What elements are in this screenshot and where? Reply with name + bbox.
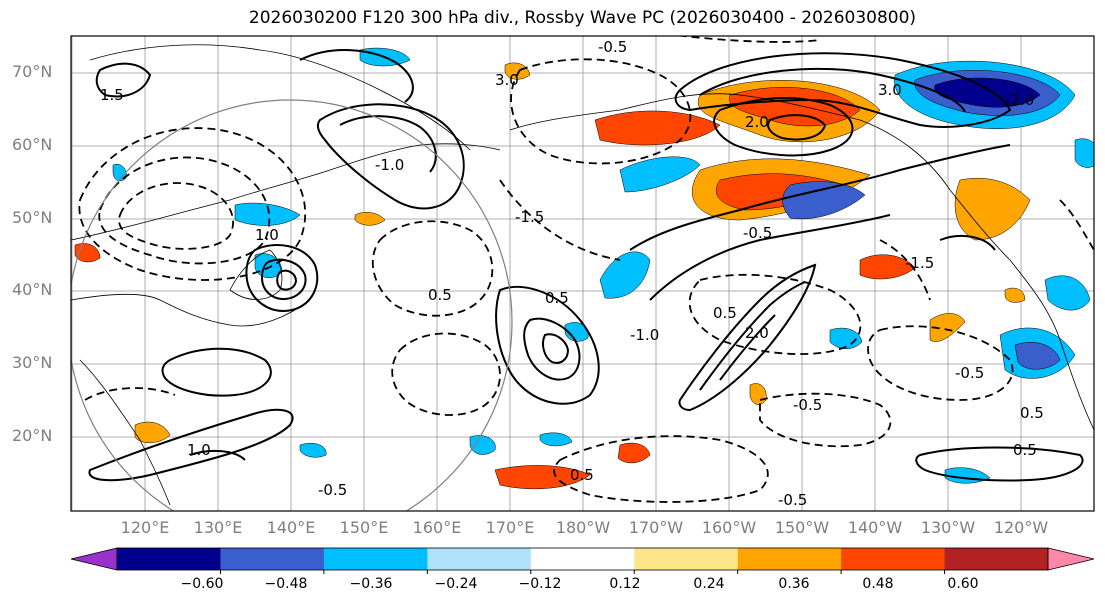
colorbar-tick-label: 0.36 <box>778 576 810 592</box>
lon-label: 130°E <box>193 518 243 537</box>
contour-label: 0.5 <box>545 289 569 307</box>
contour-label: -1.5 <box>905 254 934 272</box>
contour-label: -1.5 <box>515 208 544 226</box>
contour-label: -0.5 <box>743 224 772 242</box>
lon-label: 120°W <box>993 518 1049 537</box>
contour-label: 0.5 <box>1013 441 1037 459</box>
lon-label: 170°E <box>485 518 535 537</box>
coastlines <box>71 44 1094 506</box>
contour-label: -1.0 <box>375 156 404 174</box>
contour-label: 1.0 <box>255 226 279 244</box>
contour-label: -0.5 <box>793 396 822 414</box>
contour-label: 3.0 <box>878 81 902 99</box>
contour-label: 1.5 <box>100 86 124 104</box>
contour-label: -0.5 <box>318 481 347 499</box>
lon-label: 150°E <box>339 518 389 537</box>
reference-circle <box>71 99 513 511</box>
colorbar-extend-low <box>70 547 118 571</box>
map-frame <box>70 35 1095 512</box>
colorbar-tick-label: 0.60 <box>947 576 979 592</box>
lon-label: 160°E <box>412 518 462 537</box>
lon-label: 140°W <box>847 518 903 537</box>
lon-label: 170°W <box>628 518 684 537</box>
contour-label: -0.5 <box>778 491 807 509</box>
lon-label: 180°W <box>555 518 611 537</box>
contour-label: 3.0 <box>495 71 519 89</box>
colorbar-tick-label: −0.24 <box>434 576 478 592</box>
lat-label: 30°N <box>12 353 53 372</box>
contour-label: -1.0 <box>630 326 659 344</box>
colorbar <box>70 547 1095 574</box>
colorbar-segment <box>944 548 1049 570</box>
contour-label: 0.5 <box>1020 404 1044 422</box>
colorbar-segment <box>220 548 325 570</box>
colorbar-segment <box>841 548 946 570</box>
contour-label: 0.5 <box>570 466 594 484</box>
colorbar-segment <box>530 548 635 570</box>
lon-label: 160°W <box>701 518 757 537</box>
colorbar-segment <box>323 548 428 570</box>
contour-label: 1.0 <box>187 441 211 459</box>
contour-label: 0.5 <box>713 304 737 322</box>
contour-labels: -0.5 -1.0 -1.5 1.0 0.5 1.5 2.0 3.0 -2.0 … <box>100 38 1044 509</box>
lon-label: 140°E <box>266 518 316 537</box>
shading-negative <box>112 47 1094 484</box>
colorbar-segment <box>634 548 739 570</box>
lon-label: 130°W <box>920 518 976 537</box>
colorbar-tick-label: 0.48 <box>862 576 894 592</box>
colorbar-segment <box>737 548 842 570</box>
contour-label: -0.5 <box>598 38 627 56</box>
shading-positive <box>74 62 1031 490</box>
colorbar-segment <box>427 548 532 570</box>
colorbar-tick-label: −0.60 <box>180 576 224 592</box>
colorbar-segment <box>117 548 221 570</box>
colorbar-extend-high <box>1047 547 1095 571</box>
lat-label: 50°N <box>12 208 53 227</box>
contours-positive <box>88 49 1084 482</box>
lon-label: 150°W <box>774 518 830 537</box>
lat-label: 20°N <box>12 426 53 445</box>
colorbar-tick-label: −0.48 <box>264 576 308 592</box>
colorbar-border <box>116 547 1049 571</box>
lon-label: 120°E <box>120 518 170 537</box>
colorbar-tick-label: 0.12 <box>609 576 641 592</box>
contour-label: -2.0 <box>1005 91 1034 109</box>
lat-label: 70°N <box>12 62 53 81</box>
contour-label: -0.5 <box>955 364 984 382</box>
colorbar-tick-label: −0.36 <box>349 576 393 592</box>
contour-label: 2.0 <box>745 113 769 131</box>
contours-negative <box>78 36 1094 503</box>
lat-label: 60°N <box>12 135 53 154</box>
lat-label: 40°N <box>12 280 53 299</box>
contour-label: 2.0 <box>745 324 769 342</box>
colorbar-tick-label: −0.12 <box>518 576 562 592</box>
contour-label: 0.5 <box>428 286 452 304</box>
map-title: 2026030200 F120 300 hPa div., Rossby Wav… <box>248 8 917 28</box>
colorbar-tick-label: 0.24 <box>693 576 725 592</box>
